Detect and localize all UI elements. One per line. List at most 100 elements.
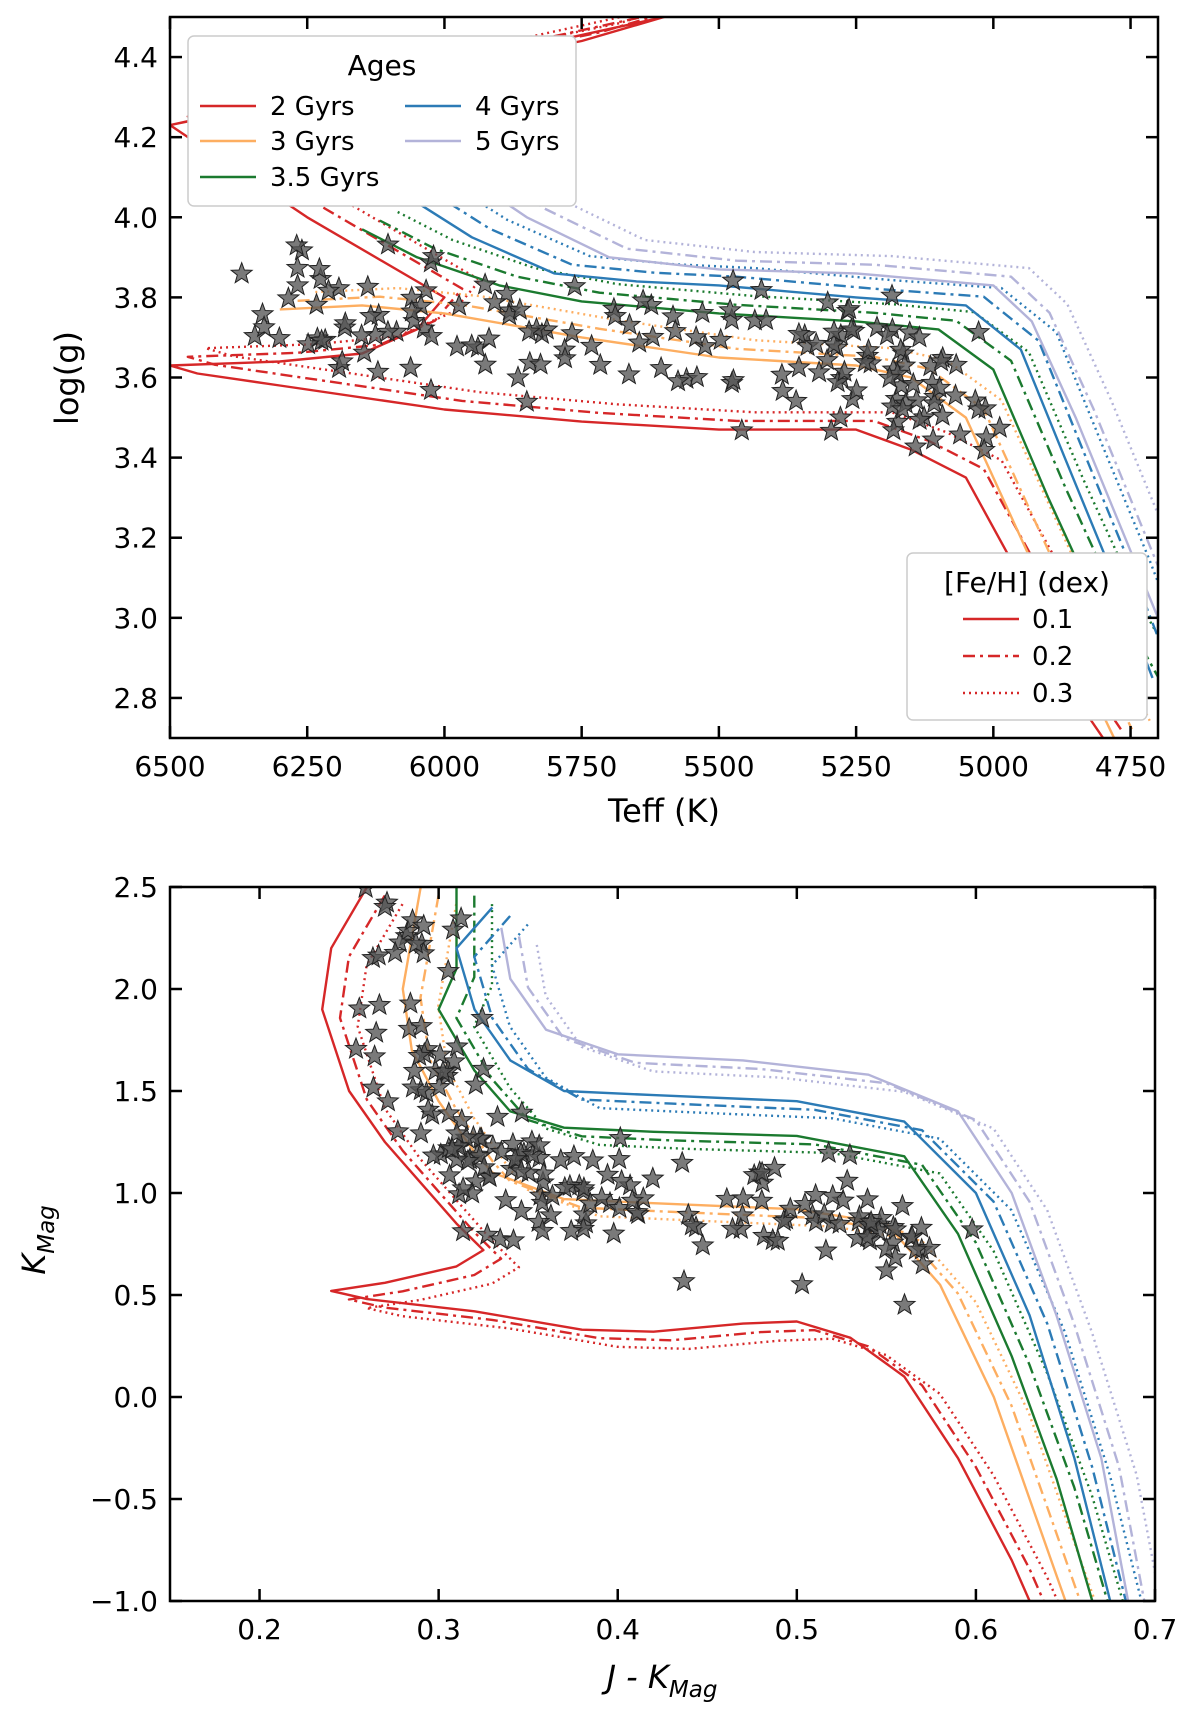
hr-star-marker: [837, 296, 861, 320]
hr-star-marker: [400, 299, 424, 322]
cm-star-marker: [571, 1216, 596, 1239]
hr-isochrone-3.5gyr-solid: [361, 228, 1149, 699]
hr-star-marker: [517, 319, 541, 342]
hr-star-marker: [966, 319, 991, 343]
hr-star-marker: [839, 317, 864, 340]
hr-star-marker: [881, 417, 906, 441]
cm-y-tick-label: −0.5: [90, 1483, 158, 1516]
hr-star-marker: [907, 325, 932, 348]
cm-isochrone-4gyr-dashdot: [473, 915, 1128, 1601]
hr-star-marker: [721, 367, 746, 391]
cm-star-marker: [493, 1187, 518, 1211]
cm-star-marker: [847, 1203, 872, 1227]
hr-y-tick-label: 3.0: [113, 602, 158, 635]
cm-star-marker: [510, 1100, 534, 1123]
cm-star-marker: [377, 832, 398, 852]
cm-star-marker: [437, 1101, 461, 1124]
hr-star-marker: [421, 243, 446, 267]
hr-star-marker: [252, 314, 276, 338]
cm-x-tick-label: 0.7: [1133, 1613, 1178, 1646]
hr-isochrone-4gyr-dashdot: [406, 175, 1158, 641]
cm-star-marker: [526, 1209, 551, 1233]
cm-isochrone-3gyr-dotted: [437, 903, 1097, 1601]
hr-x-axis-title: Teff (K): [607, 792, 720, 830]
hr-star-marker: [787, 354, 811, 378]
hr-star-marker: [477, 326, 501, 349]
hr-star-marker: [414, 277, 438, 301]
ages-legend-title: Ages: [348, 49, 417, 82]
cm-star-marker: [559, 1218, 584, 1242]
hr-x-tick-label: 5500: [683, 750, 754, 783]
hr-star-marker: [473, 272, 497, 295]
cm-star-marker: [539, 1202, 563, 1226]
hr-star-marker: [666, 368, 690, 392]
legend-label-feh-0.2: 0.2: [1032, 642, 1073, 672]
hr-star-marker: [473, 352, 498, 375]
hr-star-marker: [631, 288, 655, 311]
cm-star-marker: [362, 1043, 387, 1067]
cm-star-marker: [530, 1218, 555, 1242]
hr-star-marker: [588, 352, 613, 376]
cm-star-marker: [731, 1185, 755, 1209]
hr-star-marker: [877, 365, 902, 388]
hr-star-marker: [943, 383, 968, 406]
cm-isochrone-4gyr-solid: [455, 906, 1112, 1601]
cm-star-marker: [407, 1043, 432, 1067]
cm-axis-ticks: 0.2 0.3 0.4 0.5 0.6 0.7 −1.0 −0.5 0.0 0.5 1.0 1.5 2.…: [90, 871, 1177, 1646]
hr-star-marker: [285, 272, 310, 296]
cm-star-marker: [408, 858, 429, 878]
hr-star-marker: [304, 292, 329, 315]
hr-star-marker: [948, 422, 972, 445]
hr-star-marker: [514, 389, 539, 412]
hr-y-tick-label: 2.8: [113, 682, 158, 715]
cm-star-marker: [527, 1132, 552, 1156]
cm-star-marker: [441, 917, 465, 940]
cm-star-marker: [436, 958, 461, 982]
hr-y-axis-title: log(g): [48, 331, 86, 425]
hr-star-marker: [718, 297, 742, 321]
cm-star-marker: [404, 931, 428, 954]
cm-star-marker: [437, 1162, 462, 1186]
hr-star-marker: [285, 255, 310, 279]
hr-isochrone-5gyr-dashdot: [461, 151, 1158, 570]
cm-star-marker: [471, 1056, 496, 1079]
hr-star-marker: [250, 301, 275, 325]
cm-star-marker: [672, 1268, 696, 1292]
cm-x-tick-label: 0.2: [237, 1613, 282, 1646]
legend-label-4-gyrs: 4 Gyrs: [475, 92, 560, 122]
cm-star-marker: [388, 930, 412, 953]
cm-star-marker: [917, 1235, 942, 1259]
hr-y-tick-label: 4.0: [113, 201, 158, 234]
hr-star-marker: [617, 312, 642, 335]
hr-star-marker: [528, 352, 553, 375]
hr-star-marker: [929, 348, 953, 372]
cm-star-marker: [670, 1150, 694, 1173]
hr-axis-ticks: 6500 6250 6000 5750 5500 5250 5000 4750 2.8 3.0 3.…: [113, 17, 1166, 783]
cm-isochrone-3.5gyr-solid: [437, 887, 1094, 1601]
cm-star-marker: [402, 1058, 427, 1082]
cm-star-marker: [909, 1215, 934, 1238]
hr-star-marker: [890, 396, 915, 420]
hr-star-marker: [603, 303, 628, 327]
cm-star-marker: [595, 1162, 620, 1185]
cm-star-marker: [601, 1221, 626, 1244]
hr-star-marker: [355, 274, 380, 297]
hr-star-marker: [875, 322, 899, 346]
cm-star-marker: [607, 1146, 632, 1170]
hr-star-marker: [349, 323, 374, 346]
cm-star-marker: [421, 1143, 446, 1166]
hr-star-marker: [685, 364, 709, 388]
hr-star-marker: [445, 334, 469, 357]
cm-star-marker: [451, 1218, 475, 1242]
cm-star-marker: [762, 1155, 787, 1178]
hr-x-tick-label: 5000: [958, 750, 1029, 783]
hr-star-marker: [459, 333, 484, 356]
hr-star-marker: [627, 330, 652, 353]
legend-label-feh-0.1: 0.1: [1032, 605, 1073, 635]
hr-star-marker: [447, 293, 471, 316]
hr-diagram-panel: 6500 6250 6000 5750 5500 5250 5000 4750 2.8 3.0 3.…: [48, 15, 1166, 830]
cm-star-marker: [472, 1154, 496, 1178]
cm-isochrone-4gyr-dotted: [490, 923, 1143, 1601]
hr-star-marker: [822, 319, 846, 342]
cm-star-marker: [609, 1168, 634, 1192]
